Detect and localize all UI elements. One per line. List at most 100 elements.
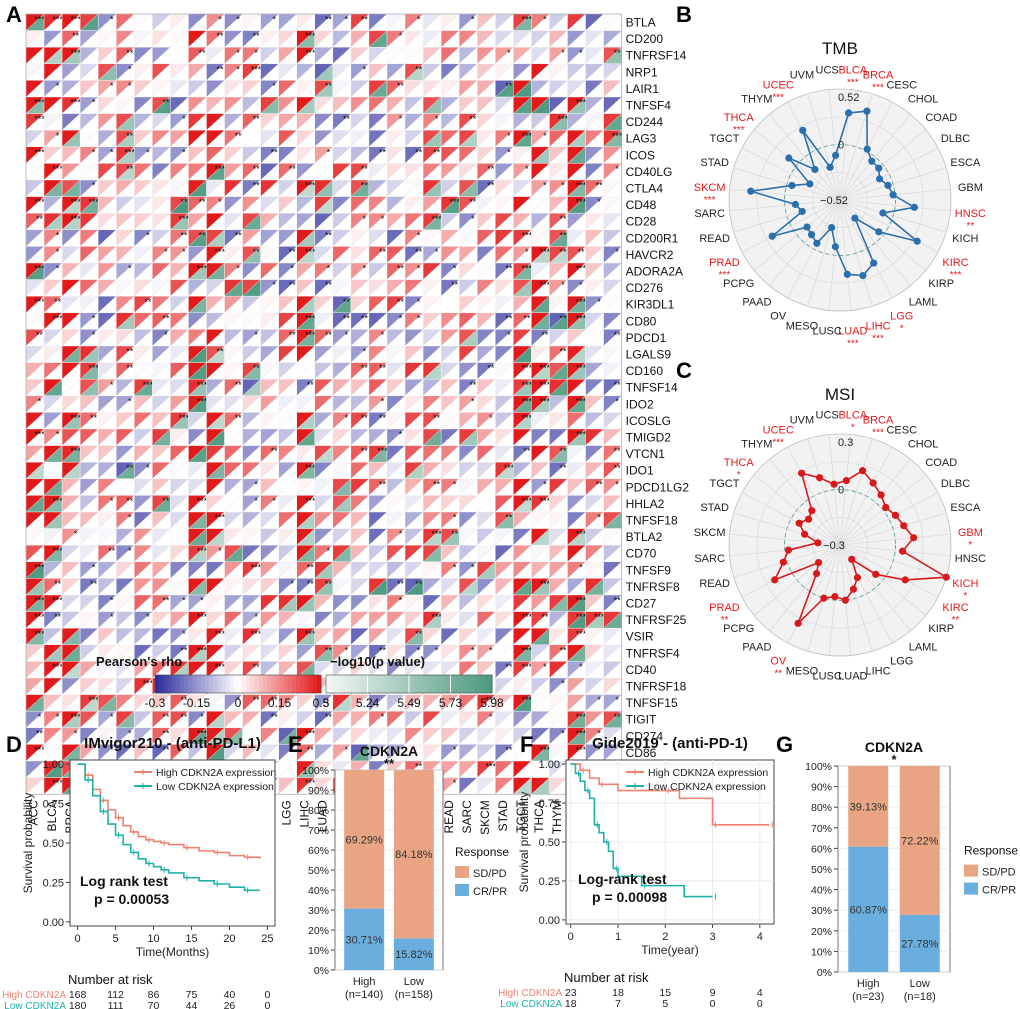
heatmap-gene-label: CD48 [626,198,657,212]
heatmap-gene-label: CD80 [626,314,657,328]
heatmap-asterisk: ** [271,147,279,157]
heatmap-asterisk: ** [108,546,116,556]
bar-ytick-label: 20% [811,926,832,938]
heatmap-asterisk: *** [431,612,442,622]
heatmap-asterisk: *** [251,64,262,74]
heatmap-asterisk: * [92,330,96,340]
heatmap-asterisk: *** [34,629,45,639]
heatmap-asterisk: *** [34,430,45,440]
radar-significance: *** [872,83,884,94]
p-legend-title: −log10(p value) [330,654,425,669]
bar-category-n: (n=18) [904,991,936,1003]
heatmap-asterisk: ** [325,579,333,589]
heatmap-asterisk: ** [397,297,405,307]
radar-point [868,157,876,165]
heatmap-asterisk: *** [34,15,45,25]
radar-point [804,515,813,523]
heatmap-asterisk: *** [576,313,587,323]
heatmap-gene-label: CD40 [626,663,657,677]
heatmap-asterisk: ** [614,463,622,473]
heatmap-asterisk: *** [70,98,81,108]
radar-category-label: MESO [786,320,819,332]
p-legend-swatch [367,675,373,693]
km-xtick-label: 25 [261,933,273,945]
rho-legend-swatch [233,675,239,693]
radar-point [779,558,787,566]
heatmap-asterisk: *** [576,529,587,539]
radar-title: TMB [822,39,858,58]
heatmap-asterisk: * [435,247,439,257]
bar-ytick-label: 90% [308,785,329,797]
km-test-name: Log rank test [80,873,168,889]
heatmap-asterisk: *** [522,645,533,655]
heatmap-asterisk: ** [253,114,261,124]
radar-significance: ** [774,669,782,680]
radar-tick-min: −0.52 [820,195,848,207]
panel-label-g: G [776,732,793,757]
heatmap-asterisk: * [345,413,349,423]
heatmap-gene-label: CD28 [626,215,657,229]
heatmap-asterisk: ** [126,363,134,373]
heatmap-asterisk: * [254,48,258,58]
heatmap-asterisk: ** [289,330,297,340]
radar-point [869,479,877,487]
rho-legend-swatch [204,675,210,693]
heatmap-asterisk: * [435,645,439,655]
rho-legend-swatch [291,675,297,693]
heatmap-asterisk: ** [36,728,44,738]
radar-point [806,180,814,188]
heatmap-asterisk: ** [271,712,279,722]
heatmap-asterisk: * [381,396,385,406]
heatmap-asterisk: ** [343,297,351,307]
panel-g-cdkn2a-response-bar: CDKN2A*0%10%20%30%40%50%60%70%80%90%100%… [805,739,1018,1003]
heatmap-asterisk: ** [505,745,513,755]
heatmap-asterisk: ** [614,380,622,390]
bar-legend-swatch [964,882,978,895]
radar-category-label: LIHC [865,665,890,677]
heatmap-asterisk: * [110,612,114,622]
heatmap-asterisk: * [146,147,150,157]
heatmap-asterisk: *** [305,247,316,257]
radar-point [813,239,821,247]
heatmap-asterisk: *** [179,413,190,423]
heatmap-asterisk: *** [179,214,190,224]
radar-category-label: LUAD [838,670,867,682]
radar-significance: *** [847,338,859,349]
heatmap-gene-label: TNFSF18 [626,513,678,527]
rho-legend-swatch [229,675,235,693]
radar-category-label: CHOL [908,439,939,451]
radar-significance: *** [872,333,884,344]
heatmap-asterisk: * [254,612,258,622]
heatmap-asterisk: * [543,662,547,672]
radar-point [799,126,807,134]
km-xtick-label: 2 [662,931,668,943]
heatmap-asterisk: ** [325,15,333,25]
heatmap-asterisk: * [489,413,493,423]
heatmap-asterisk: ** [523,313,531,323]
heatmap-asterisk: * [507,330,511,340]
heatmap-asterisk: ** [253,247,261,257]
heatmap-asterisk: *** [377,446,388,456]
heatmap-asterisk: ** [596,479,604,489]
rho-legend-swatch [300,675,305,693]
p-legend-swatch [454,675,460,693]
p-legend-swatch [433,675,439,693]
bar-ytick-label: 0% [817,967,832,979]
rho-legend-swatch [312,675,318,693]
heatmap-asterisk: ** [361,413,369,423]
heatmap-asterisk: * [453,778,457,788]
heatmap-asterisk: * [543,479,547,489]
heatmap-asterisk: * [543,131,547,141]
heatmap-asterisk: * [363,264,367,274]
radar-category-label: STAD [700,502,729,514]
heatmap-asterisk: ** [162,712,170,722]
heatmap-gene-label: CTLA4 [626,181,664,195]
radar-point [800,530,809,538]
radar-point [842,476,850,485]
rho-legend-swatch [275,675,280,693]
bar-ytick-label: 70% [811,823,832,835]
radar-point [830,480,838,488]
km-test-name: Log-rank test [578,871,667,887]
radar-category-label: PAAD [742,641,771,653]
radar-significance: ** [721,615,729,626]
